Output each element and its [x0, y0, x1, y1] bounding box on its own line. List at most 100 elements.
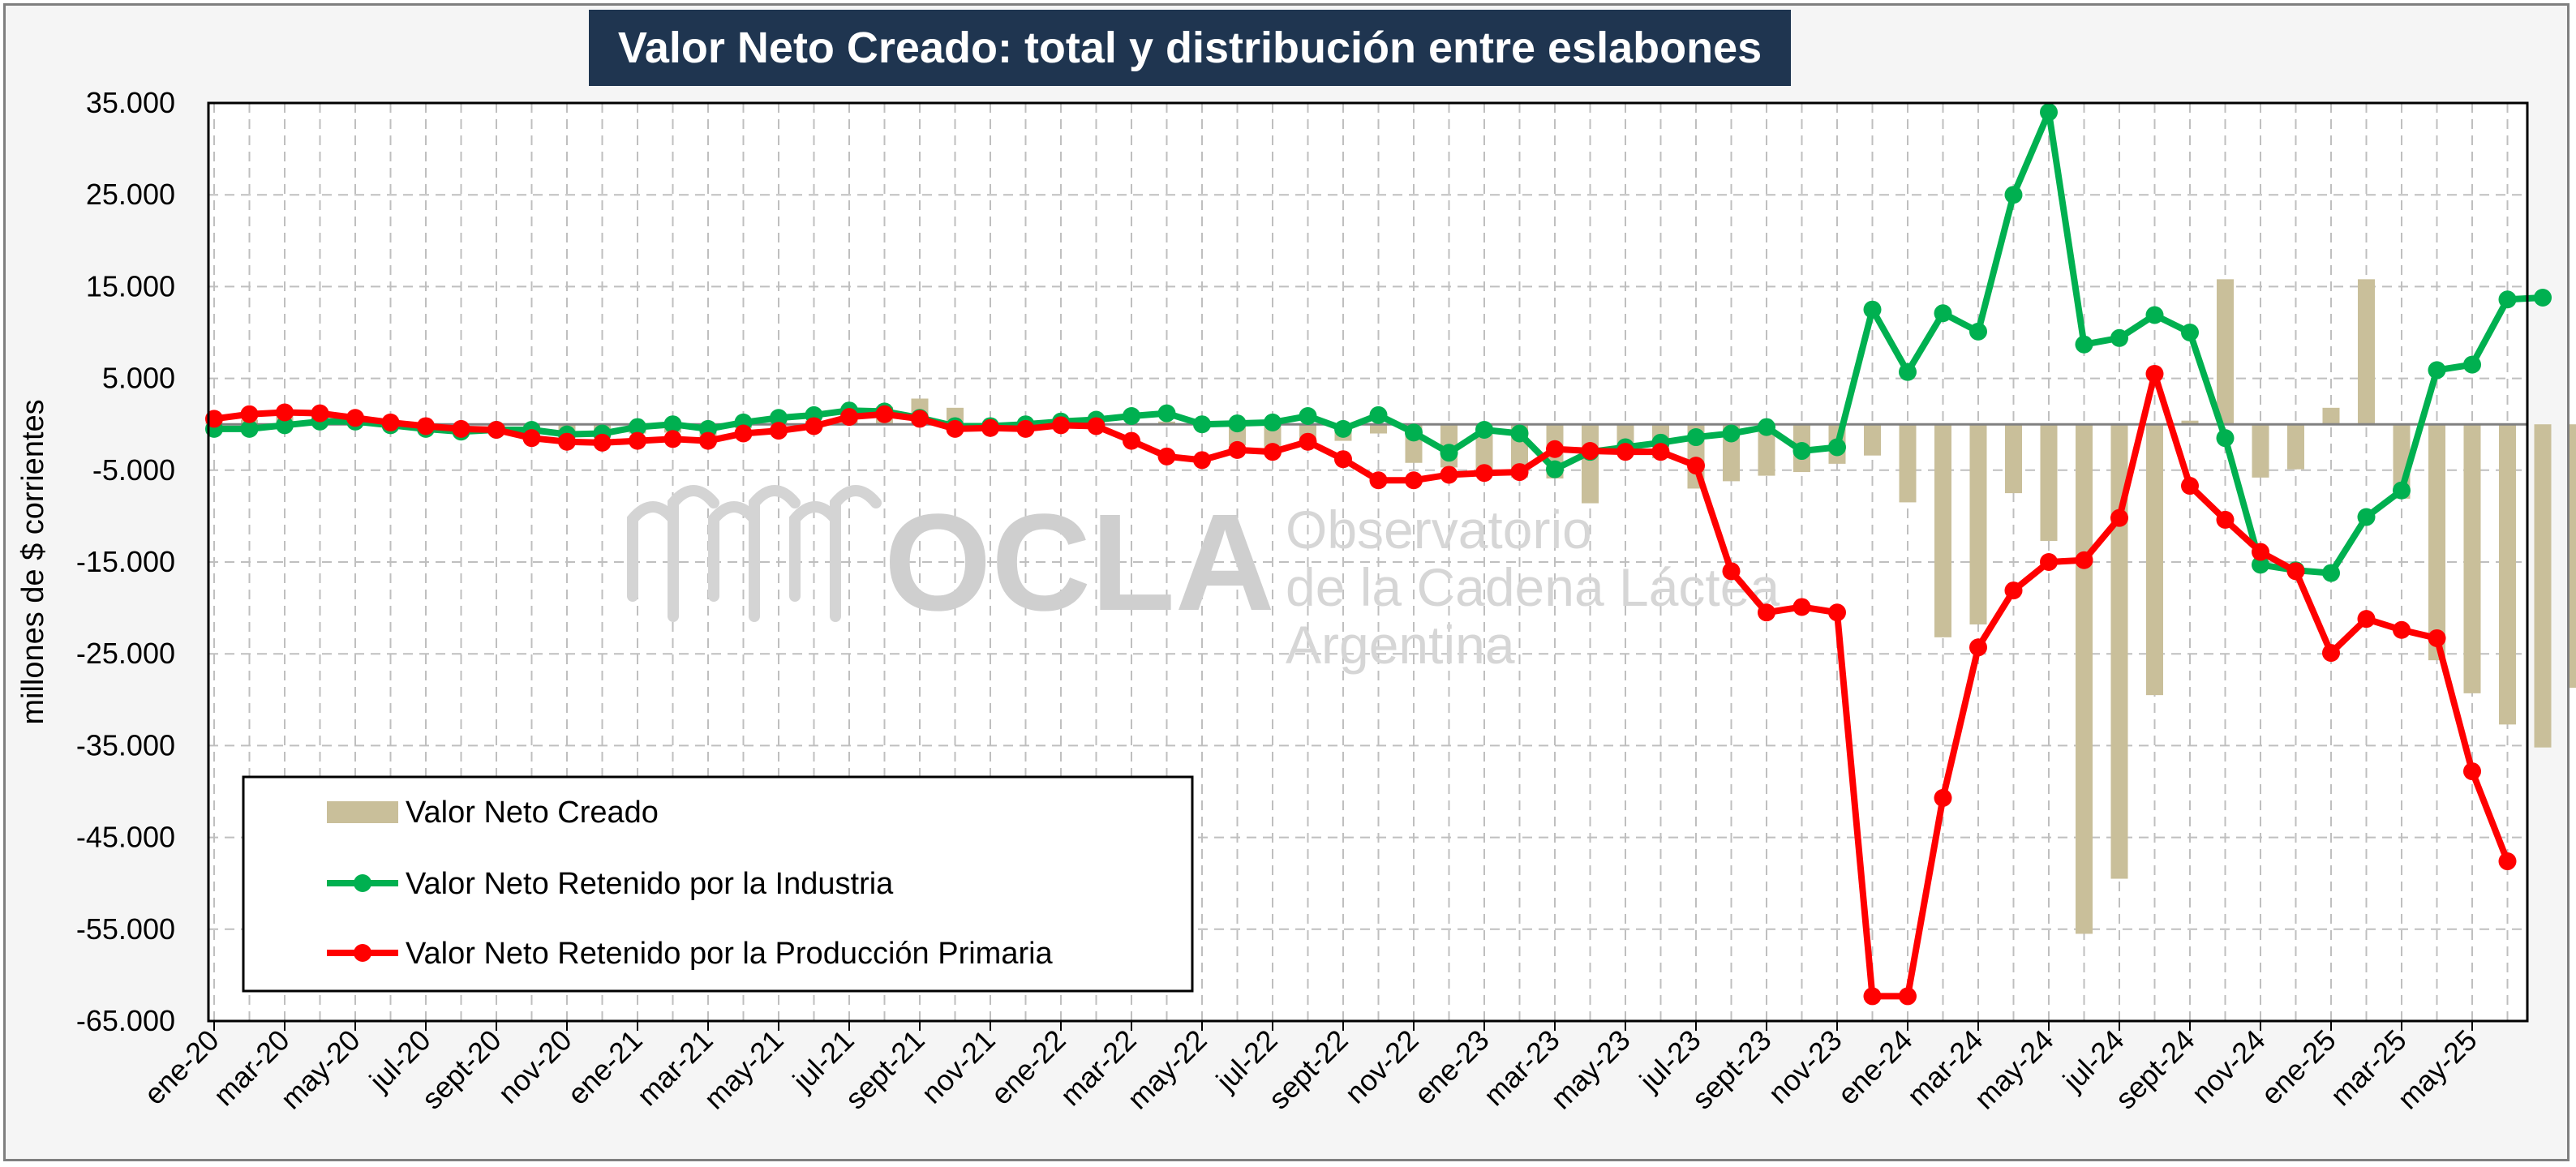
- legend-label-industria: Valor Neto Retenido por la Industria: [406, 867, 894, 901]
- ocla-logo-icon: [627, 485, 882, 622]
- x-tick-label: sept-22: [1262, 1023, 1355, 1116]
- x-tick-label: may-22: [1121, 1023, 1213, 1116]
- data-point: [1899, 363, 1917, 381]
- logo-wave-stroke: [668, 485, 719, 622]
- x-tick-label: may-21: [698, 1023, 790, 1116]
- x-tick-label: nov-23: [1762, 1023, 1848, 1110]
- watermark-line1: Observatorio: [1286, 500, 1592, 560]
- line-produccion-primaria: [205, 364, 2517, 1006]
- data-point: [1193, 451, 1211, 470]
- data-point: [1687, 428, 1705, 447]
- data-point: [2393, 481, 2411, 500]
- data-point: [2110, 328, 2128, 347]
- data-point: [1440, 466, 1458, 484]
- data-point: [770, 409, 788, 427]
- data-point: [981, 418, 999, 437]
- data-point: [1687, 457, 1705, 475]
- data-point: [1264, 443, 1282, 461]
- y-tick-label: -65.000: [76, 1004, 175, 1037]
- data-point: [1016, 419, 1035, 438]
- data-point: [1299, 407, 1317, 426]
- data-point: [2004, 186, 2023, 204]
- legend: Valor Neto Creado Valor Neto Retenido po…: [242, 775, 1194, 993]
- data-point: [1264, 413, 1282, 431]
- data-point: [1405, 471, 1423, 490]
- watermark-line3: Argentina: [1286, 615, 1515, 675]
- x-tick-label: ene-23: [1407, 1023, 1495, 1111]
- y-tick-label: -35.000: [76, 728, 175, 762]
- data-point: [2393, 620, 2411, 639]
- data-point: [1334, 450, 1352, 469]
- data-point: [240, 405, 259, 423]
- data-point: [1123, 407, 1140, 426]
- x-axis-ticks: ene-20mar-20may-20jul-20sept-20nov-20ene…: [137, 1021, 2484, 1116]
- data-point: [1969, 322, 1987, 341]
- bar: [1934, 424, 1951, 637]
- data-point: [1193, 415, 1211, 434]
- bar: [2428, 424, 2445, 661]
- bar: [1370, 424, 1387, 434]
- grid-lines: [208, 103, 2527, 1021]
- data-point: [2252, 556, 2269, 574]
- y-tick-label: -5.000: [92, 453, 175, 487]
- data-point: [699, 431, 717, 450]
- legend-swatch-bar: [327, 801, 398, 823]
- y-axis-ticks: 35.000 25.000 15.000 5.000 -5.000 -15.000 -25.…: [76, 86, 175, 1037]
- y-axis-label: millones de $ corrientes: [16, 399, 50, 724]
- data-point: [2428, 629, 2446, 647]
- bar: [2076, 424, 2093, 934]
- data-point: [770, 422, 788, 440]
- data-point: [1792, 598, 1811, 616]
- data-point: [2357, 508, 2376, 526]
- bar: [2534, 424, 2552, 748]
- data-point: [1828, 603, 1846, 622]
- data-point: [381, 413, 400, 431]
- bar: [2005, 424, 2022, 494]
- data-point: [629, 418, 646, 436]
- data-point: [1934, 304, 1952, 323]
- bar: [1582, 424, 1599, 504]
- x-tick-label: sept-24: [2109, 1023, 2201, 1116]
- data-point: [1722, 424, 1741, 443]
- bar: [2110, 424, 2128, 879]
- x-tick-label: ene-25: [2254, 1023, 2342, 1111]
- data-point: [805, 417, 823, 435]
- data-point: [2075, 551, 2093, 569]
- data-point: [2216, 510, 2235, 529]
- data-point: [1052, 416, 1070, 435]
- data-point: [1581, 442, 1599, 461]
- bar: [2040, 424, 2058, 541]
- data-point: [629, 431, 646, 450]
- data-point: [2181, 324, 2199, 341]
- data-point: [2004, 581, 2023, 600]
- bar: [2252, 424, 2269, 478]
- data-point: [1157, 404, 1176, 423]
- data-point: [1828, 438, 1846, 457]
- data-point: [946, 419, 964, 438]
- data-point: [1758, 418, 1775, 436]
- data-point: [1369, 471, 1388, 490]
- data-point: [2463, 762, 2481, 781]
- data-point: [1899, 987, 1917, 1006]
- chart-title: Valor Neto Creado: total y distribución …: [589, 10, 1791, 86]
- data-point: [2216, 429, 2235, 448]
- data-point: [663, 415, 682, 434]
- data-point: [1546, 460, 1564, 478]
- x-tick-label: may-25: [2391, 1023, 2484, 1116]
- data-point: [2322, 564, 2340, 582]
- data-point: [558, 432, 576, 451]
- legend-label-produccion: Valor Neto Retenido por la Producción Pr…: [406, 937, 1054, 971]
- data-point: [2498, 290, 2517, 309]
- data-point: [734, 424, 753, 443]
- data-point: [1969, 638, 1987, 657]
- bar: [1758, 424, 1775, 476]
- watermark-brand: OCLA: [884, 486, 1275, 640]
- ocla-watermark: OCLA Observatorio de la Cadena Láctea Ar…: [627, 485, 1780, 675]
- x-tick-label: ene-21: [560, 1023, 648, 1111]
- data-point: [2286, 562, 2305, 581]
- data-point: [1440, 444, 1458, 462]
- y-tick-label: 5.000: [102, 362, 175, 395]
- bar: [2463, 424, 2481, 693]
- x-tick-label: sept-20: [415, 1023, 508, 1116]
